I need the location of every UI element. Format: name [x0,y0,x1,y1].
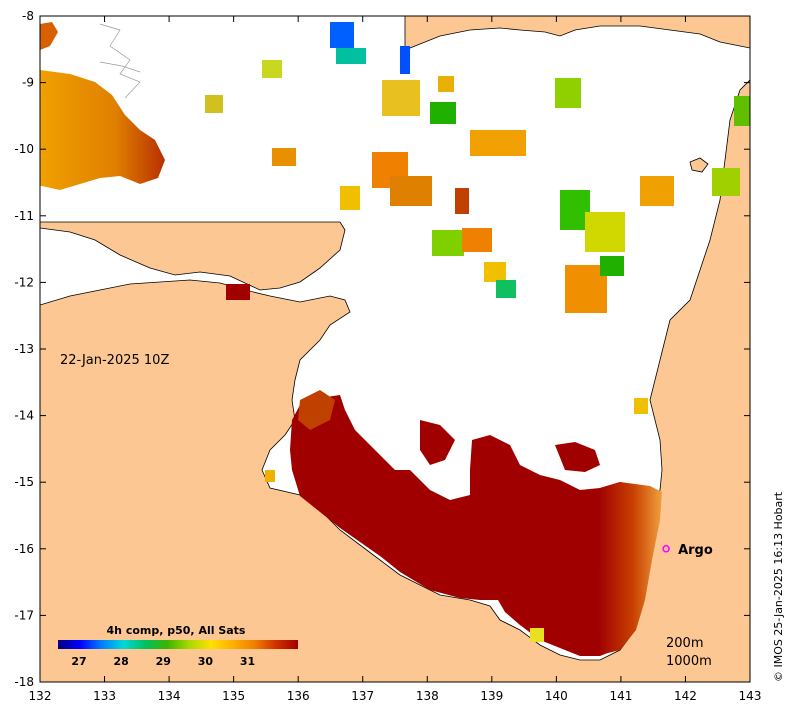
colorbar-ticks: 27 28 29 30 31 [71,655,255,668]
sst-patch [734,96,750,126]
x-tick-label: 136 [287,689,310,703]
sst-patch [712,168,740,196]
sst-patch [400,46,410,74]
land-papua [404,16,750,51]
sst-patch [600,256,624,276]
x-tick-label: 137 [351,689,374,703]
x-tick-label: 132 [29,689,52,703]
sst-patch [390,176,432,206]
y-tick-label: -16 [14,542,34,556]
x-tick-label: 133 [93,689,116,703]
y-tick-label: -9 [22,76,34,90]
timestamp-label: 22-Jan-2025 10Z [60,353,169,368]
x-tick-label: 138 [416,689,439,703]
y-tick-label: -10 [14,142,34,156]
land-melville-island [40,221,346,291]
sst-patch [530,628,544,642]
sst-patch [430,102,456,124]
sst-patch [336,48,366,64]
sst-patch [640,176,674,206]
colorbar-tick-label: 31 [240,655,255,668]
sst-patch-east-mid [555,442,600,472]
sst-patch [585,212,625,252]
y-tick-label: -11 [14,209,34,223]
sst-patch [262,60,282,78]
sst-patch-gulf-edge [420,420,455,465]
sst-patch [205,95,223,113]
y-tick-label: -17 [14,608,34,622]
sst-patch [462,228,492,252]
colorbar-tick-label: 27 [71,655,86,668]
sst-patch [455,188,469,214]
sst-patch [432,230,464,256]
x-tick-label: 142 [674,689,697,703]
y-tick-label: -13 [14,342,34,356]
colorbar-title: 4h comp, p50, All Sats [107,624,246,637]
sst-patch-gulf [290,395,650,656]
colorbar-tick-label: 28 [114,655,129,668]
argo-label: Argo [678,543,713,558]
y-axis: -8 -9 -10 -11 -12 -13 -14 -15 -16 -17 -18 [14,9,750,689]
sst-patch [382,80,420,116]
colorbar-tick-label: 30 [198,655,214,668]
x-tick-label: 140 [545,689,568,703]
sst-patch [340,186,360,210]
sst-patch [226,284,250,300]
sst-patch-coast-gradient [598,482,662,655]
sst-data [40,22,750,656]
y-tick-label: -12 [14,275,34,289]
sst-patch [555,78,581,108]
x-tick-label: 141 [609,689,632,703]
colorbar-gradient [58,640,298,649]
sst-patch-northwest-top [40,22,58,50]
colorbar-tick-label: 29 [156,655,171,668]
x-tick-label: 134 [158,689,181,703]
x-tick-label: 135 [222,689,245,703]
sst-patch [438,76,454,92]
depth-contour-lines [99,23,141,99]
sst-patch [484,262,506,282]
credit-label: © IMOS 25-Jan-2025 16:13 Hobart [772,491,785,682]
land [40,16,750,682]
sst-patch [634,398,648,414]
x-tick-label: 139 [480,689,503,703]
land-island-east [689,157,709,173]
depth-contour-1000: 1000m [666,654,712,669]
sst-patch [272,148,296,166]
sst-patch-northwest [40,70,165,190]
y-tick-label: -18 [14,675,34,689]
sst-patch [330,22,354,48]
sst-patch [496,280,516,298]
y-tick-label: -8 [22,9,34,23]
argo-marker [662,545,670,553]
sst-patch [265,470,275,482]
y-tick-label: -14 [14,409,34,423]
x-axis: 132 133 134 135 136 137 138 139 140 141 142 143 [29,16,762,703]
colorbar: 4h comp, p50, All Sats 27 28 29 30 31 [58,624,298,668]
sst-patch-gulf-north [298,390,335,430]
x-tick-label: 143 [739,689,762,703]
depth-contour-200: 200m [666,636,703,651]
y-tick-label: -15 [14,475,34,489]
sst-patch [470,130,526,156]
land-northern-territory [40,79,750,682]
